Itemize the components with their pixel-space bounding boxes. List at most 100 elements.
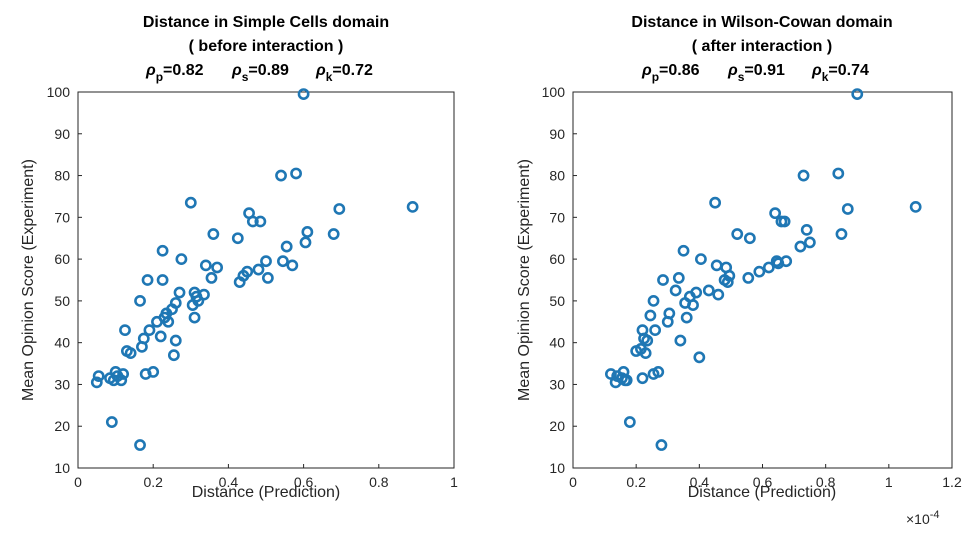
scatter-point xyxy=(175,253,188,266)
scatter-point xyxy=(672,272,685,284)
scatter-point xyxy=(649,324,662,337)
stat-symbol: ρ xyxy=(145,62,156,79)
scatter-point xyxy=(327,228,340,240)
scatter-point xyxy=(743,232,756,245)
y-tick-label: 60 xyxy=(549,251,565,267)
scatter-point xyxy=(778,215,791,228)
scatter-point xyxy=(156,244,169,257)
x-tick-label: 0.2 xyxy=(143,474,163,490)
x-tick-label: 1 xyxy=(450,474,458,490)
scatter-point xyxy=(636,372,649,385)
scatter-point xyxy=(299,236,312,249)
stat-kendall: ρk=0.72 xyxy=(315,62,373,84)
scatter-point xyxy=(231,232,244,245)
scatter-point xyxy=(275,169,287,182)
scatter-point xyxy=(141,274,154,286)
scatter-point xyxy=(690,286,703,299)
chart-subtitle: ( after interaction ) xyxy=(692,38,832,55)
stat-symbol: ρ xyxy=(231,62,242,79)
scatter-point xyxy=(137,332,150,345)
x-axis-label: Distance (Prediction) xyxy=(688,484,837,501)
scatter-point xyxy=(753,265,766,278)
x-tick-label: 0.4 xyxy=(219,474,239,490)
y-tick-label: 60 xyxy=(54,251,70,267)
scatter-point xyxy=(124,347,137,360)
panel-simple-cells: Distance in Simple Cells domain ( before… xyxy=(20,14,458,501)
points-group xyxy=(90,88,419,451)
stat-pearson: ρp=0.82 xyxy=(145,62,204,84)
y-tick-label: 80 xyxy=(549,168,565,184)
scatter-point xyxy=(780,255,793,268)
y-tick-label: 90 xyxy=(54,126,70,142)
scatter-point xyxy=(297,88,310,100)
y-tick-label: 50 xyxy=(549,293,565,309)
stat-value: =0.74 xyxy=(828,62,869,79)
y-tick-label: 50 xyxy=(54,293,70,309)
stat-subscript: k xyxy=(326,70,333,84)
scatter-point xyxy=(677,244,690,257)
exponent-base: ×10 xyxy=(906,511,930,527)
scatter-point xyxy=(211,261,224,274)
y-tick-label: 100 xyxy=(542,84,566,100)
scatter-point xyxy=(117,368,130,380)
scatter-point xyxy=(162,315,175,328)
scatter-point xyxy=(260,255,272,268)
scatter-point xyxy=(647,294,660,307)
scatter-point xyxy=(252,263,265,276)
exponent-power: -4 xyxy=(930,509,940,521)
scatter-point xyxy=(115,374,128,387)
plot-area xyxy=(77,91,455,469)
scatter-point xyxy=(687,299,699,311)
plot-area xyxy=(572,91,953,469)
scatter-point xyxy=(669,284,682,297)
scatter-point xyxy=(800,223,813,236)
scatter-point xyxy=(803,236,816,249)
x-tick-label: 0.6 xyxy=(294,474,314,490)
x-tick-label: 1.2 xyxy=(942,474,962,490)
scatter-point xyxy=(709,196,722,209)
stat-subscript: p xyxy=(652,70,659,84)
scatter-point xyxy=(134,294,146,307)
stat-symbol: ρ xyxy=(315,62,326,79)
scatter-point xyxy=(794,240,807,253)
scatter-point xyxy=(712,288,725,301)
scatter-point xyxy=(655,439,668,451)
stat-spearman: ρs=0.91 xyxy=(727,62,785,84)
scatter-point xyxy=(105,416,118,428)
scatter-point xyxy=(909,200,922,213)
scatter-point xyxy=(841,203,854,215)
scatter-point xyxy=(702,284,715,297)
scatter-point xyxy=(644,309,657,322)
scatter-point xyxy=(199,259,212,272)
y-tick-label: 40 xyxy=(549,335,565,351)
scatter-point xyxy=(639,347,652,360)
scatter-point xyxy=(652,366,665,378)
y-tick-label: 20 xyxy=(54,418,70,434)
panel-wilson-cowan: Distance in Wilson-Cowan domain ( after … xyxy=(516,14,962,527)
scatter-point xyxy=(90,376,103,389)
scatter-point xyxy=(241,265,254,278)
y-tick-label: 90 xyxy=(549,126,565,142)
stat-subscript: p xyxy=(156,70,163,84)
scatter-point xyxy=(731,228,744,240)
y-tick-label: 10 xyxy=(549,460,565,476)
scatter-point xyxy=(246,215,259,228)
x-tick-label: 0.4 xyxy=(690,474,710,490)
chart-title: Distance in Simple Cells domain xyxy=(143,14,389,31)
y-tick-label: 70 xyxy=(54,209,70,225)
scatter-point xyxy=(198,288,210,301)
scatter-point xyxy=(207,228,220,240)
scatter-point xyxy=(721,276,734,288)
scatter-point xyxy=(169,334,182,347)
stat-value: =0.89 xyxy=(248,62,289,79)
stat-kendall: ρk=0.74 xyxy=(811,62,869,84)
scatter-point xyxy=(92,370,105,382)
scatter-point xyxy=(205,272,218,284)
scatter-point xyxy=(605,368,617,380)
scatter-point xyxy=(290,167,302,180)
scatter-point xyxy=(620,374,633,387)
points-group xyxy=(605,88,922,451)
scatter-point xyxy=(301,226,314,238)
ticks-group: 0 0.2 0.4 0.6 0.8 1 1.2 10 20 30 40 50 60 70 80 90 100 xyxy=(542,84,962,490)
